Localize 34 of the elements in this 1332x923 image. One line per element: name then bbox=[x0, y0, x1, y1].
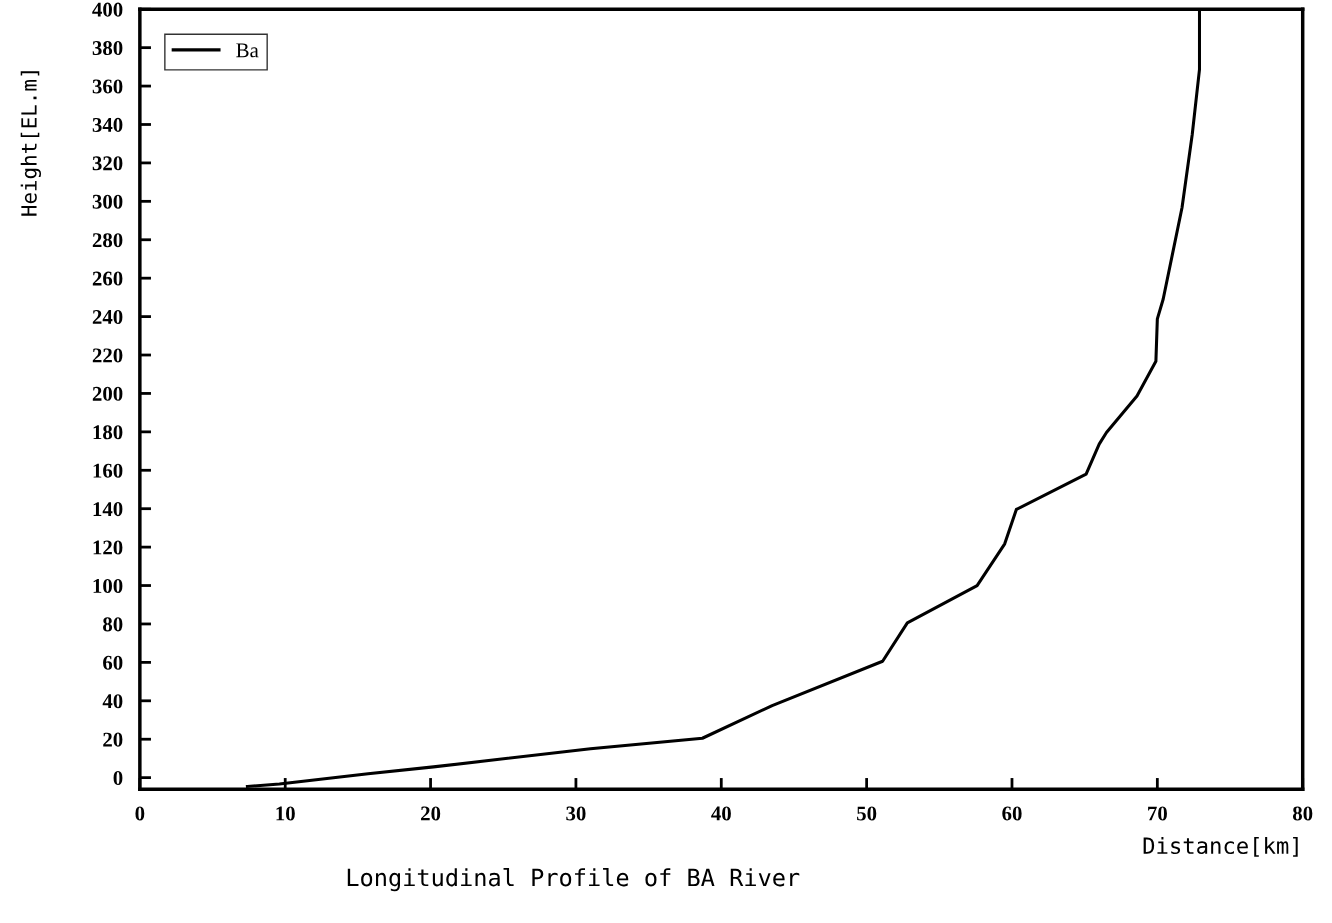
y-tick-label: 140 bbox=[93, 502, 123, 517]
x-axis-title: Distance[km] bbox=[1143, 836, 1298, 857]
y-tick-label: 380 bbox=[92, 41, 123, 56]
y-tick-label: 60 bbox=[103, 655, 123, 670]
x-tick-label: 0 bbox=[135, 806, 145, 821]
x-tick-label: 20 bbox=[421, 806, 441, 821]
x-tick-label: 30 bbox=[566, 806, 586, 821]
y-tick-label: 400 bbox=[92, 2, 123, 17]
x-tick-label: 60 bbox=[1002, 806, 1022, 821]
y-tick-label: 240 bbox=[92, 309, 123, 325]
y-tick-label: 120 bbox=[93, 540, 123, 555]
y-tick-label: 160 bbox=[93, 463, 123, 478]
legend-label: Ba bbox=[236, 43, 259, 58]
y-tick-label: 20 bbox=[103, 732, 123, 747]
y-tick-label: 280 bbox=[92, 233, 123, 248]
y-tick-label: 300 bbox=[92, 194, 123, 209]
y-tick-label: 220 bbox=[92, 348, 123, 363]
y-tick-label: 260 bbox=[92, 271, 123, 286]
x-tick-label: 40 bbox=[711, 806, 731, 821]
y-tick-label: 200 bbox=[92, 386, 123, 401]
y-axis-title: Height[EL.m] bbox=[20, 71, 42, 216]
text: Longitudinal Profile of BA River bbox=[347, 868, 800, 892]
x-tick-label: 50 bbox=[857, 806, 877, 821]
x-tick-label: 80 bbox=[1292, 806, 1313, 821]
y-tick-label: 100 bbox=[93, 578, 123, 593]
y-tick-label: 40 bbox=[102, 694, 123, 709]
y-tick-label: 80 bbox=[103, 617, 123, 632]
x-tick-label: 10 bbox=[276, 806, 295, 821]
y-tick-label: 180 bbox=[93, 425, 123, 440]
y-tick-label: 320 bbox=[92, 156, 123, 171]
x-tick-label: 70 bbox=[1148, 806, 1167, 821]
y-tick-label: 340 bbox=[92, 117, 123, 132]
y-tick-label: 0 bbox=[113, 771, 123, 786]
y-tick-label: 360 bbox=[92, 79, 123, 94]
